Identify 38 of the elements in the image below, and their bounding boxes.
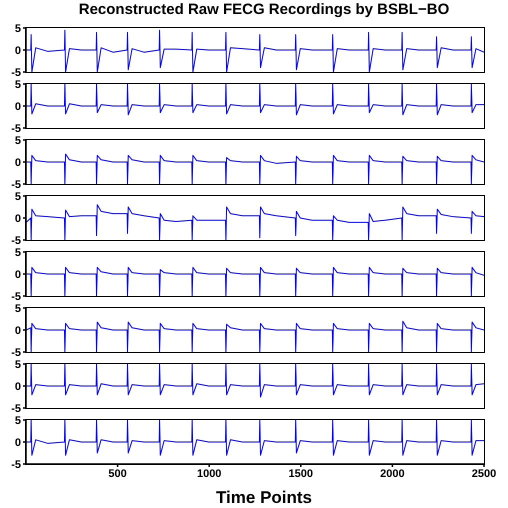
y-tick-label: -5	[11, 458, 21, 471]
y-tick-label: -5	[11, 66, 21, 79]
y-tick-label: 5	[14, 134, 21, 147]
y-tick-label: -5	[11, 122, 21, 135]
y-tick-label: -5	[11, 234, 21, 247]
y-tick-label: -5	[11, 402, 21, 415]
x-tick-label: 1000	[196, 468, 222, 480]
y-tick-label: 5	[14, 246, 21, 259]
line-series	[26, 364, 484, 398]
y-tick-label: 0	[14, 268, 21, 281]
y-tick-label: 0	[14, 380, 21, 393]
y-tick-label: 0	[14, 324, 21, 337]
x-tick-label: 2500	[472, 468, 496, 480]
line-series	[26, 154, 484, 184]
y-tick-label: -5	[11, 290, 21, 303]
y-tick-label: 5	[14, 302, 21, 315]
y-tick-label: -5	[11, 346, 21, 359]
y-tick-label: 0	[14, 436, 21, 449]
y-tick-label: 0	[14, 44, 21, 57]
x-tick-label: 1500	[288, 468, 314, 480]
y-tick-label: 0	[14, 156, 21, 169]
y-tick-label: 0	[14, 100, 21, 113]
y-tick-label: 5	[14, 190, 21, 203]
y-tick-label: 5	[14, 358, 21, 371]
y-tick-label: -5	[11, 178, 21, 191]
line-series	[26, 84, 484, 116]
line-series	[26, 420, 484, 456]
x-tick-label: 2000	[380, 468, 405, 480]
x-axis-title: Time Points	[214, 488, 314, 508]
y-tick-label: 5	[14, 22, 21, 35]
x-tick-label: 500	[108, 468, 127, 480]
y-tick-label: 0	[14, 212, 21, 225]
line-series	[26, 320, 484, 352]
chart-title: Reconstructed Raw FECG Recordings by BSBL−BO	[78, 1, 450, 20]
line-series	[26, 266, 484, 296]
line-series	[26, 204, 484, 240]
y-tick-label: 5	[14, 414, 21, 427]
y-tick-label: 5	[14, 78, 21, 91]
